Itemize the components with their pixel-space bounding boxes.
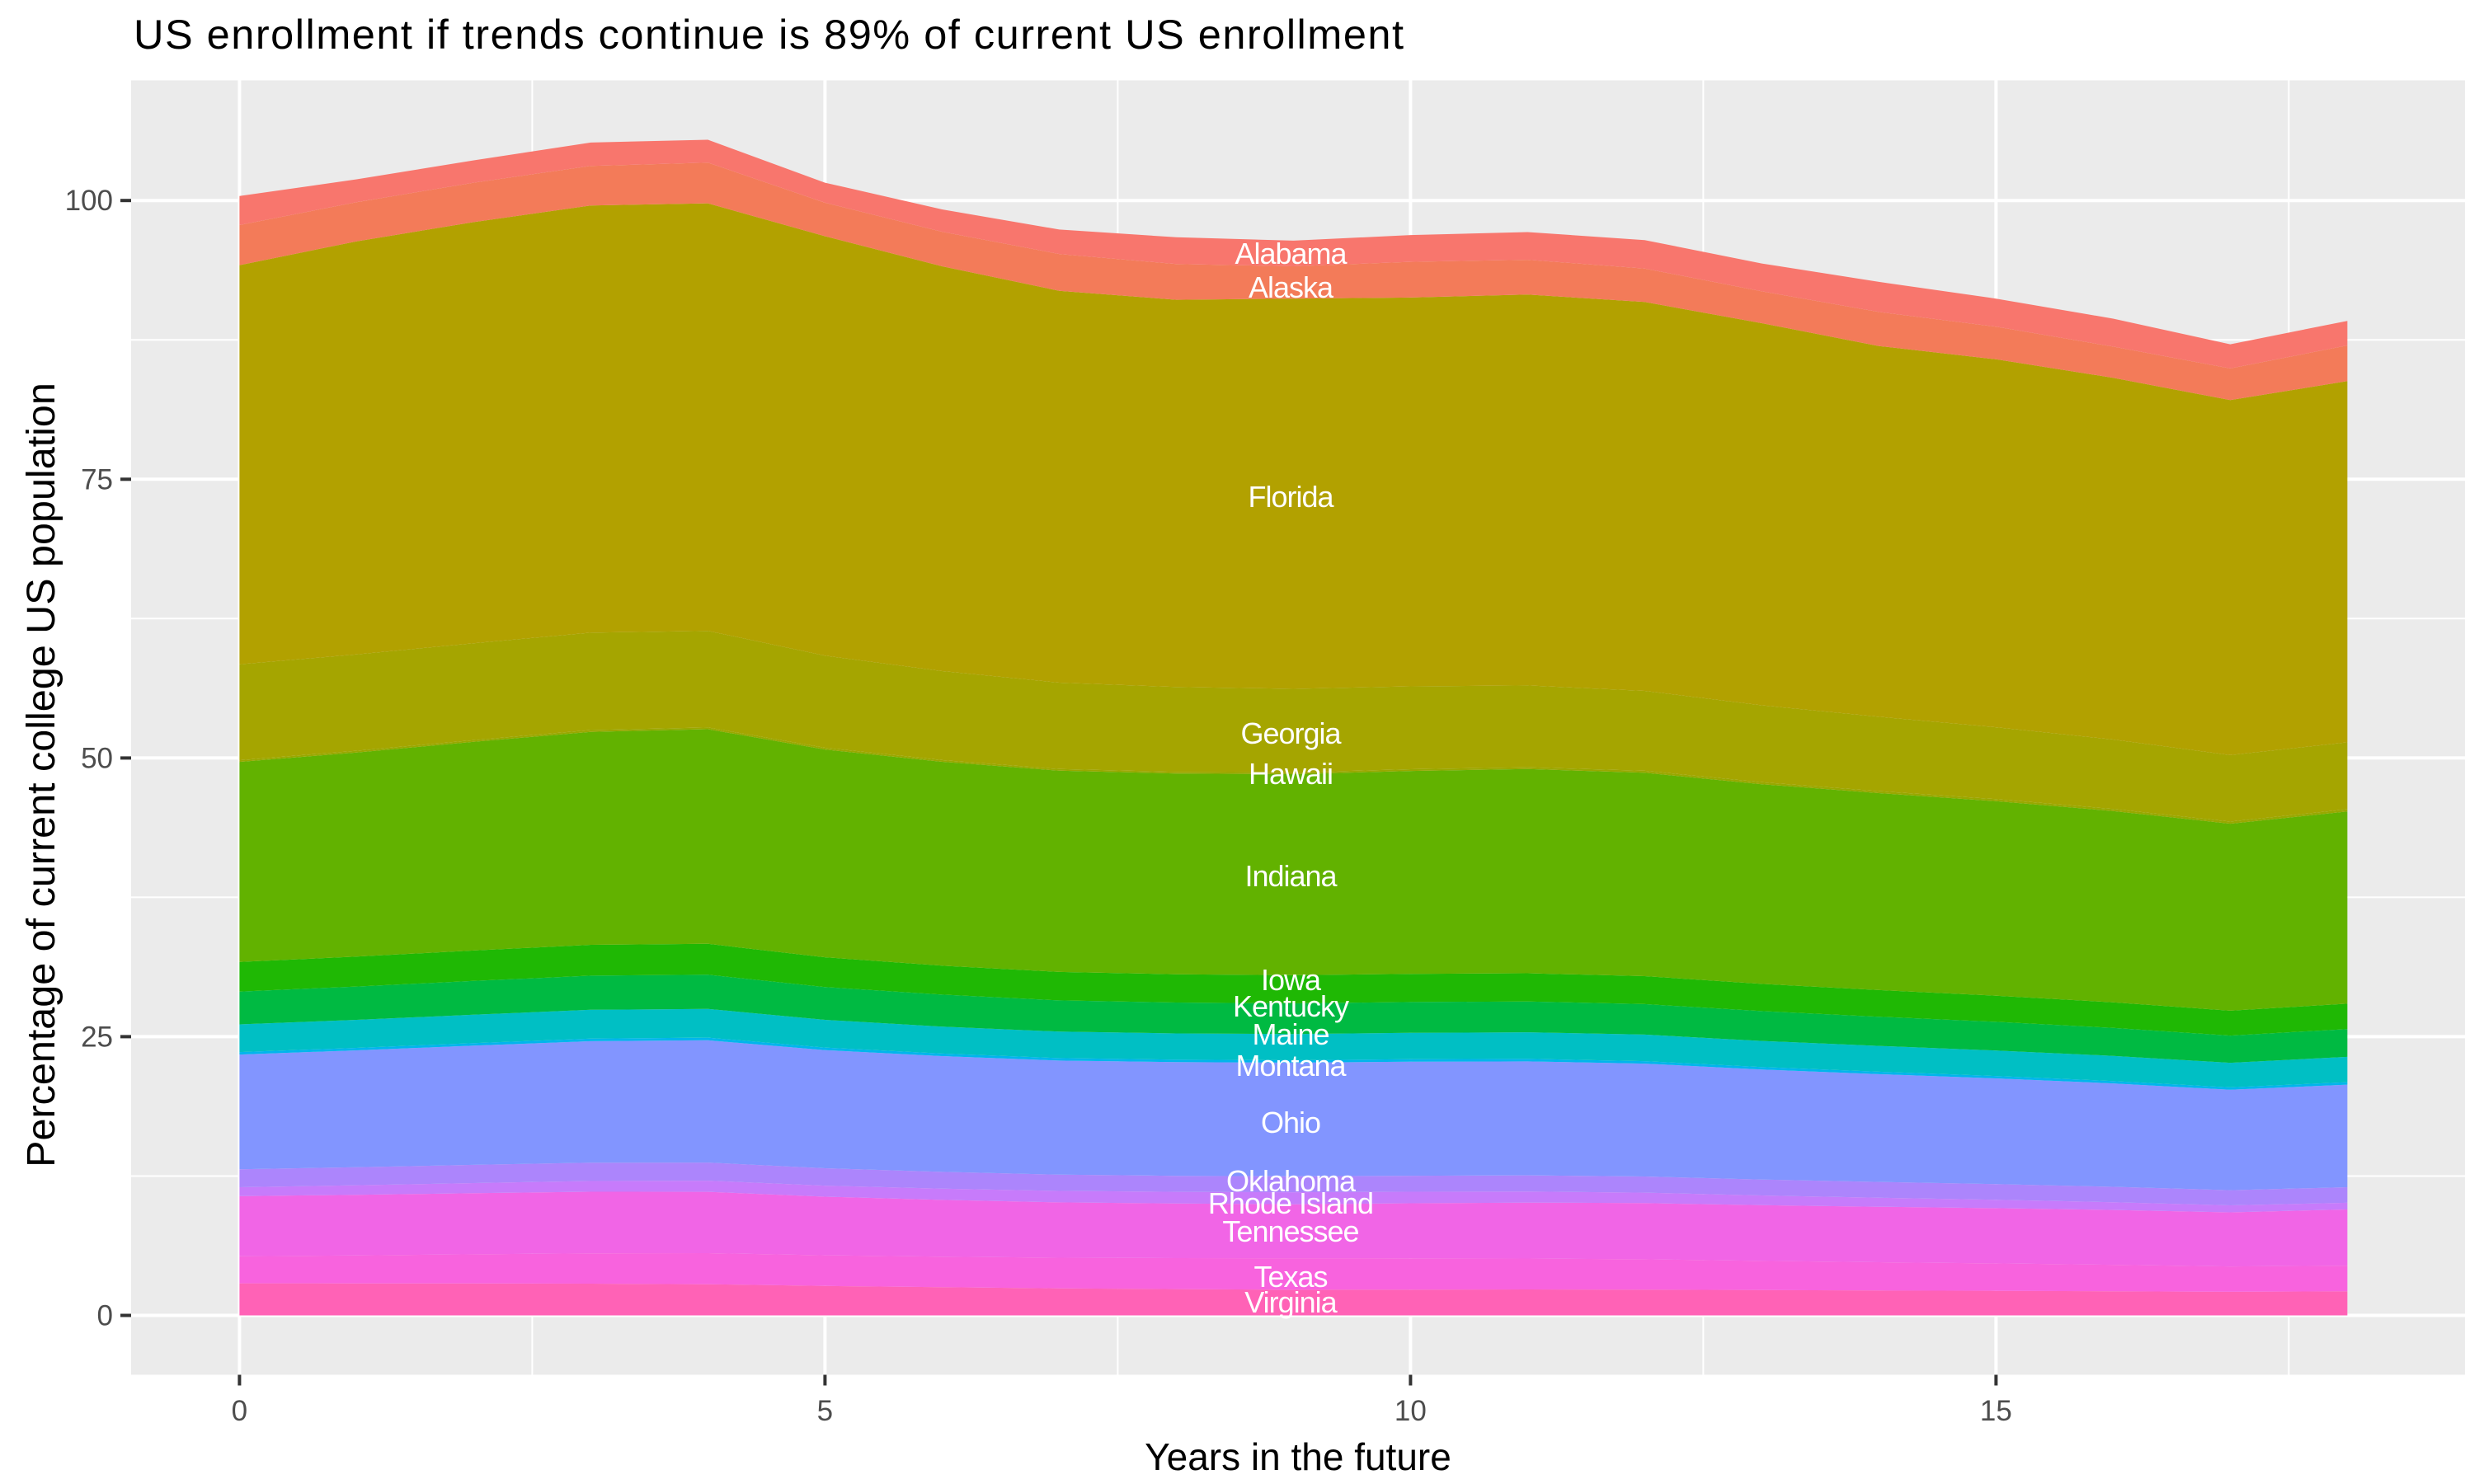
svg-text:0: 0 <box>232 1395 247 1427</box>
svg-text:Alabama: Alabama <box>1235 237 1348 270</box>
svg-text:25: 25 <box>81 1021 113 1053</box>
svg-text:10: 10 <box>1395 1395 1427 1427</box>
svg-text:Florida: Florida <box>1248 480 1334 514</box>
svg-text:Iowa: Iowa <box>1261 963 1322 997</box>
svg-text:Maine: Maine <box>1252 1017 1329 1051</box>
svg-text:Georgia: Georgia <box>1240 716 1342 750</box>
svg-text:15: 15 <box>1980 1395 2012 1427</box>
svg-text:100: 100 <box>65 185 113 217</box>
svg-text:Virginia: Virginia <box>1244 1285 1338 1319</box>
svg-text:US enrollment if trends contin: US enrollment if trends continue is 89% … <box>134 11 1405 58</box>
svg-text:Rhode Island: Rhode Island <box>1208 1186 1373 1220</box>
svg-text:0: 0 <box>97 1300 113 1332</box>
svg-text:Years in the future: Years in the future <box>1145 1435 1451 1478</box>
svg-text:Montana: Montana <box>1235 1049 1347 1082</box>
svg-text:Tennessee: Tennessee <box>1222 1214 1358 1248</box>
svg-text:Oklahoma: Oklahoma <box>1226 1164 1357 1198</box>
svg-text:5: 5 <box>817 1395 833 1427</box>
svg-text:Percentage of current college: Percentage of current college US populat… <box>19 383 63 1167</box>
svg-text:50: 50 <box>81 742 113 774</box>
svg-text:75: 75 <box>81 463 113 495</box>
svg-text:Kentucky: Kentucky <box>1233 989 1349 1023</box>
svg-text:Texas: Texas <box>1253 1260 1327 1294</box>
svg-text:Alaska: Alaska <box>1249 270 1334 304</box>
svg-text:Ohio: Ohio <box>1261 1106 1320 1139</box>
svg-text:Indiana: Indiana <box>1244 859 1338 893</box>
svg-text:Hawaii: Hawaii <box>1249 757 1333 791</box>
